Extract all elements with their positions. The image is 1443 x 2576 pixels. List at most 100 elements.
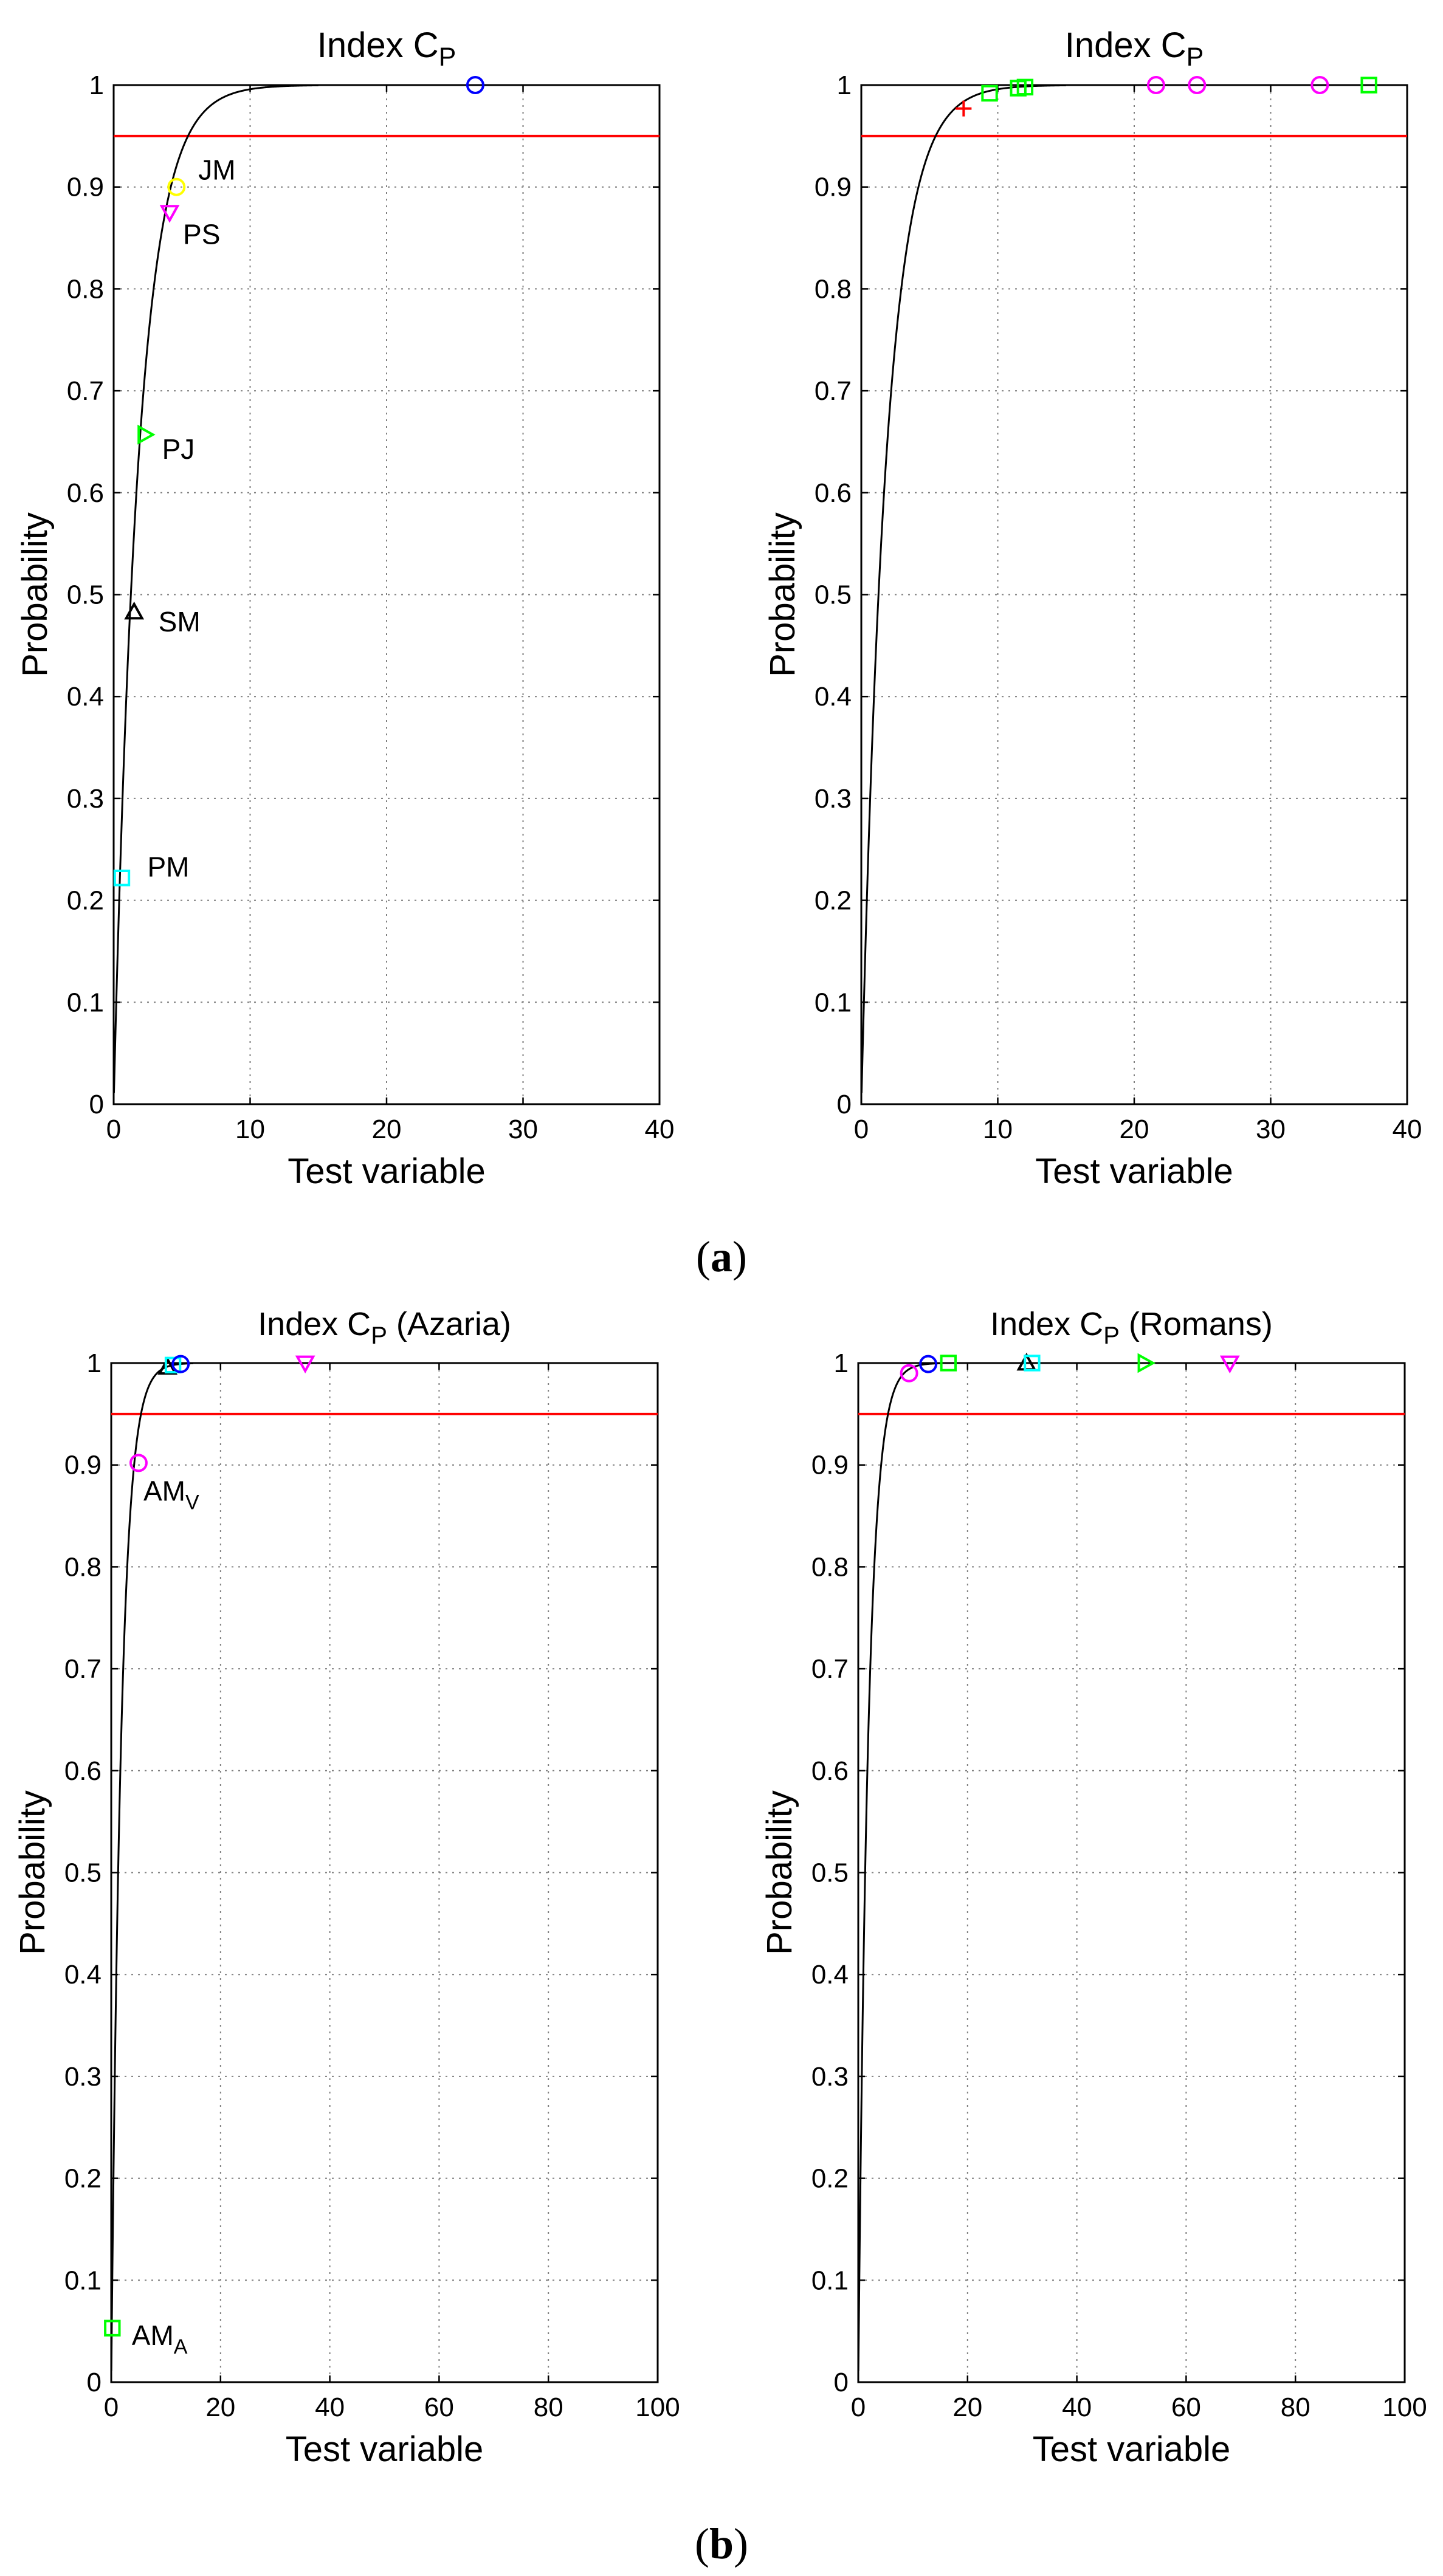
x-tick-label: 60: [1171, 2392, 1201, 2422]
point-square: [1016, 78, 1034, 96]
y-tick-label: 0.4: [814, 682, 852, 712]
point-triangle-down: [1219, 1355, 1240, 1374]
y-tick-label: 0: [87, 2368, 102, 2397]
x-axis-label: Test variable: [1035, 1152, 1233, 1191]
x-tick-label: 80: [534, 2392, 563, 2422]
point-label: JM: [198, 154, 235, 186]
y-axis-label: Probability: [760, 1790, 799, 1955]
x-tick-label: 60: [424, 2392, 454, 2422]
y-tick-label: 0: [89, 1090, 104, 1119]
x-tick-label: 20: [952, 2392, 982, 2422]
x-tick-label: 20: [372, 1115, 402, 1144]
grid-lines: [114, 85, 660, 1104]
x-tick-label: 40: [1393, 1115, 1422, 1144]
x-tick-label: 20: [1120, 1115, 1149, 1144]
chart-b-right: 0 20 40 60 80 100 0 0.1 0.2 0.3 0.4 0.5 0.6 0.7 0.8 0.9…: [760, 1306, 1427, 2469]
point-circle: [1188, 76, 1207, 94]
x-tick-label: 30: [508, 1115, 538, 1144]
y-tick-label: 0.7: [811, 1654, 849, 1684]
point-triangle-down: [159, 205, 180, 223]
y-tick-label: 0.8: [814, 274, 852, 304]
point-circle: [167, 177, 186, 196]
point-circle: [900, 1364, 918, 1382]
point-label: AMV: [143, 1475, 199, 1514]
point-plus: [956, 100, 972, 117]
panel-label-b: (b): [695, 2519, 748, 2568]
point-square: [1360, 77, 1377, 94]
y-tick-label: 0.1: [67, 987, 104, 1017]
y-axis-label: Probability: [763, 512, 802, 677]
y-tick-label: 1: [87, 1348, 102, 1378]
x-tick-label: 30: [1256, 1115, 1286, 1144]
y-tick-label: 0.8: [811, 1552, 849, 1582]
point-square: [940, 1355, 957, 1372]
y-tick-label: 0.5: [811, 1858, 849, 1888]
point-triangle-down: [295, 1355, 315, 1374]
cdf-curve: [857, 1362, 940, 2371]
point-label: PM: [147, 851, 189, 883]
y-tick-label: 0.1: [811, 2265, 849, 2295]
y-tick-label: 0.7: [67, 376, 104, 406]
chart-panels: 0 10 20 30 4000.10.20.30.40.50.60.70.80.91JM…: [13, 26, 1427, 2469]
y-tick-label: 0.6: [64, 1756, 102, 1786]
point-label: SM: [159, 606, 201, 637]
chart-a-left: 0 10 20 30 40 0 0.1 0.2 0.3 0.4 0.5 0.6 0.7 0.8 0.9 1 JM…: [15, 26, 674, 1191]
y-tick-label: 0.9: [814, 173, 852, 202]
y-tick-label: 0.4: [64, 1960, 102, 1990]
point-square: [1024, 1355, 1041, 1372]
x-tick-label: 80: [1281, 2392, 1310, 2422]
y-tick-label: 0.2: [64, 2164, 102, 2194]
x-tick-label: 10: [235, 1115, 265, 1144]
cdf-curve: [112, 84, 319, 1093]
y-tick-label: 0.7: [64, 1654, 102, 1684]
x-axis-label: Test variable: [1033, 2430, 1231, 2469]
y-tick-label: 0.5: [814, 580, 852, 610]
y-tick-label: 0.6: [814, 478, 852, 508]
point-label: PS: [183, 219, 220, 250]
panel-label-a: (a): [696, 1232, 747, 1281]
chart-title: Index CP: [317, 26, 456, 72]
y-tick-label: 0.1: [64, 2265, 102, 2295]
y-tick-label: 1: [837, 70, 852, 100]
y-tick-label: 0: [834, 2368, 849, 2397]
point-circle: [466, 76, 484, 94]
point-square: [104, 2320, 121, 2337]
x-tick-label: 20: [205, 2392, 235, 2422]
y-tick-label: 0: [837, 1090, 852, 1119]
point-triangle-up: [157, 1356, 177, 1375]
y-tick-label: 0.9: [67, 173, 104, 202]
point-triangle-right: [1137, 1353, 1156, 1373]
point-label: AMA: [132, 2320, 188, 2358]
point-circle: [1146, 76, 1165, 94]
x-tick-label: 40: [1062, 2392, 1092, 2422]
y-tick-label: 0.6: [811, 1756, 849, 1786]
chart-title: Index CP (Romans): [990, 1306, 1273, 1349]
point-circle: [129, 1454, 148, 1472]
y-tick-label: 0.7: [814, 376, 852, 406]
point-square: [164, 1356, 182, 1374]
y-tick-label: 0.9: [64, 1451, 102, 1480]
x-tick-label: 0: [854, 1115, 869, 1144]
point-label: PJ: [162, 433, 195, 465]
y-tick-label: 0.4: [811, 1960, 849, 1990]
y-tick-label: 0.3: [67, 784, 104, 814]
y-tick-label: 0.1: [814, 987, 852, 1017]
y-tick-label: 0.8: [64, 1552, 102, 1582]
x-tick-label: 0: [106, 1115, 121, 1144]
y-tick-label: 0.2: [811, 2164, 849, 2194]
chart-a-right: 0 10 20 30 40 0 0.1 0.2 0.3 0.4 0.5 0.6 0.7 0.8 0.9 1 In…: [763, 26, 1422, 1191]
y-tick-label: 1: [834, 1348, 849, 1378]
x-tick-label: 40: [645, 1115, 675, 1144]
y-tick-label: 0.5: [67, 580, 104, 610]
x-tick-label: 100: [635, 2392, 680, 2422]
y-tick-label: 1: [89, 70, 104, 100]
point-triangle-up: [124, 601, 145, 620]
chart-title: Index CP (Azaria): [258, 1306, 511, 1349]
x-tick-label: 40: [315, 2392, 345, 2422]
grid-lines: [858, 1363, 1405, 2382]
point-circle: [1310, 76, 1329, 94]
x-tick-label: 0: [104, 2392, 119, 2422]
y-tick-label: 0.6: [67, 478, 104, 508]
y-tick-label: 0.8: [67, 274, 104, 304]
